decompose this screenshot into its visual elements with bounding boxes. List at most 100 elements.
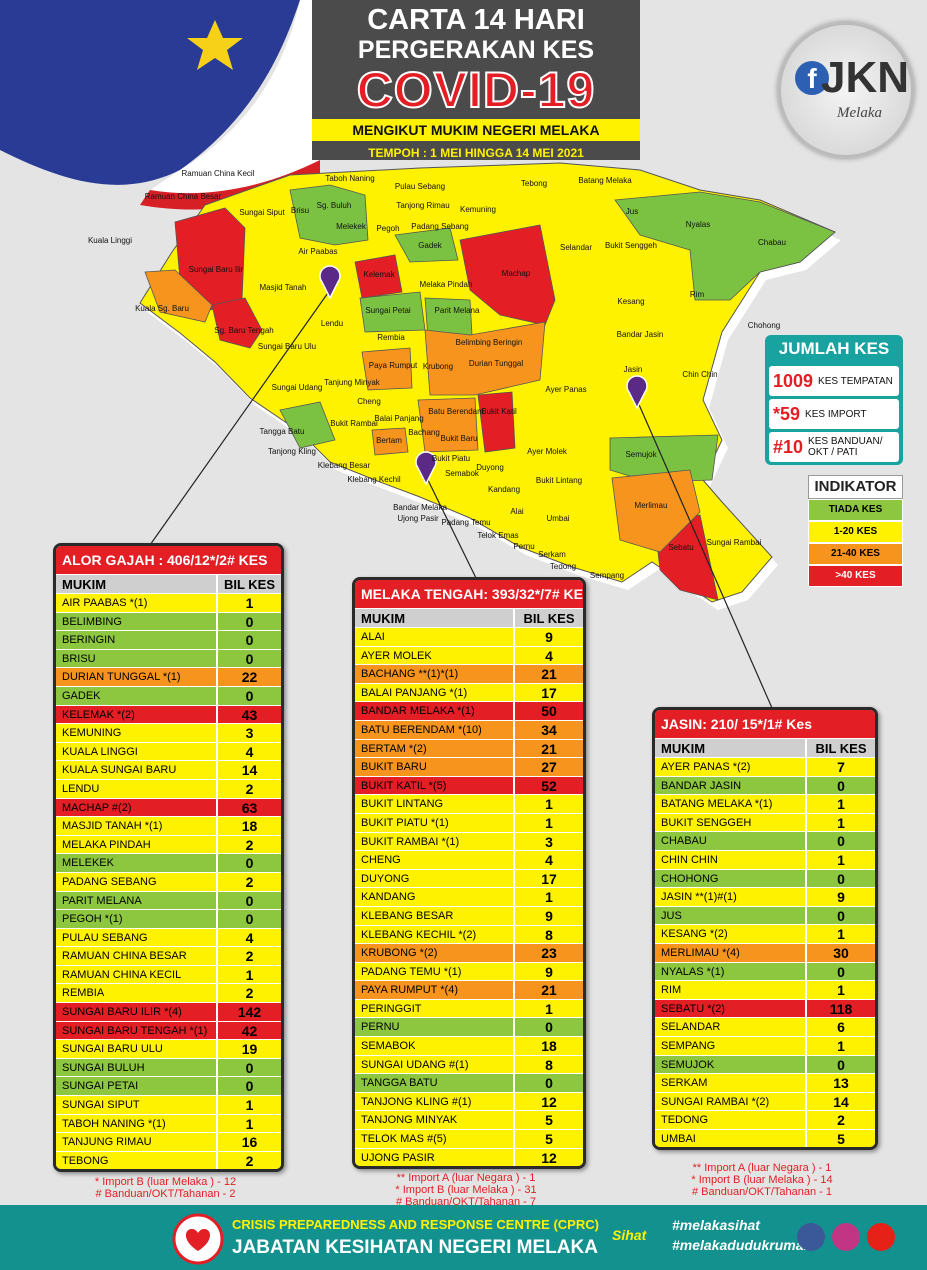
- case-count: 3: [216, 724, 281, 742]
- case-count: 2: [805, 1111, 875, 1129]
- mukim-name: UJONG PASIR: [361, 1151, 435, 1164]
- mukim-name: MACHAP #(2): [62, 801, 132, 814]
- case-count: 4: [513, 646, 583, 665]
- region-orange: [361, 347, 413, 391]
- footnotes: ** Import A (luar Negara ) - 1 * Import B…: [652, 1162, 872, 1198]
- table-row: RAMUAN CHINA KECIL 1: [56, 964, 281, 984]
- case-count: 118: [805, 999, 875, 1018]
- map-label: Padang Temu: [441, 518, 490, 527]
- map-label: Batang Melaka: [578, 176, 632, 185]
- mukim-name: PERINGGIT: [361, 1002, 422, 1015]
- case-count: 63: [216, 798, 281, 817]
- map-label: Cheng: [357, 397, 381, 406]
- case-count: 0: [216, 649, 281, 668]
- map-label: Bertam: [376, 436, 402, 445]
- map-label: Sungai Baru Ilir: [189, 265, 244, 274]
- map-label: Sempang: [590, 571, 624, 580]
- table-row: PAYA RUMPUT *(4) 21: [355, 980, 583, 999]
- mukim-name: TANJONG KLING #(1): [361, 1095, 472, 1108]
- map-label: Pegoh: [376, 224, 399, 233]
- legend-item: 1-20 KES: [808, 521, 903, 543]
- case-count: 0: [805, 832, 875, 850]
- case-count: 9: [805, 888, 875, 906]
- mukim-name: KANDANG: [361, 891, 416, 904]
- case-count: 50: [513, 702, 583, 720]
- table-row: BATANG MELAKA *(1) 1: [655, 794, 875, 813]
- table-title: ALOR GAJAH : 406/12*/2# KES: [56, 546, 281, 574]
- map-labels: Taboh Naning Pulau Sebang Ramuan China Kec…: [88, 169, 786, 580]
- case-count: 1: [216, 1114, 281, 1133]
- map-label: Bandar Melaka: [393, 503, 447, 512]
- mukim-name: KEMUNING: [62, 727, 122, 740]
- case-count: 0: [216, 686, 281, 705]
- table-row: TANJONG KLING #(1) 12: [355, 1091, 583, 1111]
- region-red: [354, 254, 403, 299]
- legend-title: INDIKATOR: [808, 475, 903, 499]
- mukim-name: BATU BERENDAM *(10): [361, 723, 482, 736]
- callout-line: [636, 399, 773, 709]
- table-row: PARIT MELANA 0: [56, 890, 281, 910]
- case-count: 4: [513, 851, 583, 869]
- table-row: REMBIA 2: [56, 983, 281, 1003]
- table-row: JASIN **(1)#(1) 9: [655, 887, 875, 906]
- map-label: Chin Chin: [682, 370, 717, 379]
- table-row: KESANG *(2) 1: [655, 924, 875, 943]
- case-count: 0: [216, 1077, 281, 1096]
- case-count: 3: [513, 832, 583, 851]
- table-row: TELOK MAS #(5) 5: [355, 1129, 583, 1148]
- table-row: BACHANG **(1)*(1) 21: [355, 664, 583, 683]
- map-label: Melaka Pindah: [420, 280, 473, 289]
- case-count: 43: [216, 705, 281, 724]
- footer-emblem: [172, 1213, 224, 1265]
- region-orange: [424, 321, 546, 396]
- table-row: PEGOH *(1) 0: [56, 909, 281, 928]
- mukim-name: BANDAR MELAKA *(1): [361, 705, 475, 718]
- summary-value: #10: [773, 436, 804, 457]
- hashtag: #melakasihat: [672, 1217, 760, 1233]
- mukim-name: ALAI: [361, 631, 385, 643]
- mukim-name: DURIAN TUNGGAL *(1): [62, 671, 181, 684]
- hashtag: #melakadudukrumah: [672, 1237, 813, 1253]
- table-row: TANJUNG RIMAU 16: [56, 1132, 281, 1151]
- case-count: 13: [805, 1074, 875, 1092]
- pin: [626, 375, 648, 410]
- summary: JUMLAH KES 1009 KES TEMPATAN *59 KES IMPORT…: [765, 335, 903, 465]
- table-header: MUKIM BIL KES: [655, 738, 875, 757]
- mukim-name: SUNGAI PETAI: [62, 1080, 139, 1093]
- summary-item: #10 KES BANDUAN/ OKT / PATI: [769, 432, 899, 462]
- map-label: Umbai: [546, 514, 569, 523]
- table-header: MUKIM BIL KES: [355, 608, 583, 627]
- table-row: TANJONG MINYAK 5: [355, 1110, 583, 1130]
- callout-lines: [149, 289, 773, 709]
- case-count: 0: [216, 1058, 281, 1077]
- map-label: Parit Melana: [435, 306, 480, 315]
- mukim-name: KESANG *(2): [661, 928, 728, 941]
- table-row: SUNGAI BULUH 0: [56, 1057, 281, 1077]
- table-row: SELANDAR 6: [655, 1017, 875, 1036]
- case-count: 2: [216, 1151, 281, 1170]
- case-count: 0: [513, 1074, 583, 1092]
- table-row: SEMPANG 1: [655, 1035, 875, 1055]
- column-header: MUKIM: [62, 577, 107, 592]
- map-label: Tanjung Minyak: [324, 378, 381, 387]
- pin: [319, 265, 341, 300]
- case-count: 0: [805, 776, 875, 795]
- map-label: Rembia: [377, 333, 405, 342]
- case-count: 0: [513, 1018, 583, 1037]
- table-row: KRUBONG *(2) 23: [355, 943, 583, 962]
- map-label: Semabok: [445, 469, 480, 478]
- youtube-icon: [867, 1223, 895, 1251]
- mukim-name: UMBAI: [661, 1132, 696, 1145]
- mukim-name: SELANDAR: [661, 1021, 721, 1034]
- case-count: 8: [513, 1055, 583, 1074]
- mukim-name: SEMABOK: [361, 1040, 416, 1053]
- map-label: Kuala Sg. Baru: [135, 304, 189, 313]
- mukim-name: BERINGIN: [62, 634, 116, 647]
- column-header: BIL KES: [216, 575, 281, 593]
- map-label: Masjid Tanah: [260, 283, 307, 292]
- table: MELAKA TENGAH: 393/32*/7# KES MUKIM BIL KE…: [352, 577, 586, 1170]
- table-row: SEMABOK 18: [355, 1036, 583, 1055]
- table-row: KUALA LINGGI 4: [56, 741, 281, 761]
- table-row: RIM 1: [655, 980, 875, 999]
